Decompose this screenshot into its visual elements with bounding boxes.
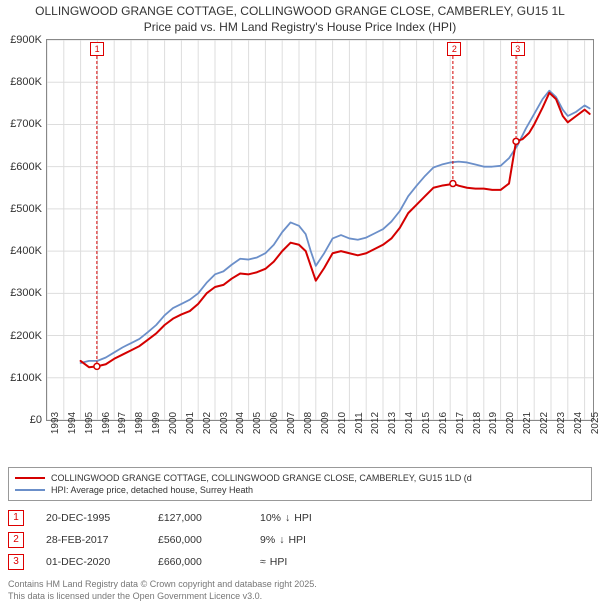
x-tick-label: 2025 (590, 412, 600, 434)
x-tick-label: 2000 (168, 412, 179, 434)
x-tick-label: 2005 (252, 412, 263, 434)
marker-suffix: HPI (270, 556, 288, 568)
y-tick-label: £300K (10, 287, 42, 299)
marker-suffix: HPI (288, 534, 306, 546)
title-line-2: Price paid vs. HM Land Registry's House … (0, 20, 600, 36)
marker-arrow-icon: ↓ (279, 534, 284, 546)
x-tick-label: 2022 (539, 412, 550, 434)
x-tick-label: 2021 (522, 412, 533, 434)
chart-marker-1: 1 (90, 42, 104, 56)
x-tick-label: 2012 (370, 412, 381, 434)
x-tick-label: 2007 (286, 412, 297, 434)
chart-container: OLLINGWOOD GRANGE COTTAGE, COLLINGWOOD G… (0, 0, 600, 590)
x-tick-label: 2014 (404, 412, 415, 434)
y-tick-label: £700K (10, 118, 42, 130)
marker-index-box: 1 (8, 510, 24, 526)
marker-price: £560,000 (158, 534, 238, 546)
marker-delta: 10% ↓ HPI (260, 512, 350, 524)
x-tick-label: 1996 (101, 412, 112, 434)
x-tick-label: 2006 (269, 412, 280, 434)
footer-line-2: This data is licensed under the Open Gov… (8, 591, 592, 603)
legend-label: COLLINGWOOD GRANGE COTTAGE, COLLINGWOOD … (51, 473, 472, 483)
x-tick-label: 2013 (387, 412, 398, 434)
marker-suffix: HPI (294, 512, 312, 524)
x-tick-label: 2002 (202, 412, 213, 434)
x-tick-label: 2019 (488, 412, 499, 434)
x-axis-labels: 1993199419951996199719981999200020012002… (46, 421, 594, 463)
x-tick-label: 2011 (354, 412, 365, 434)
x-tick-label: 2003 (219, 412, 230, 434)
marker-delta: 9% ↓ HPI (260, 534, 350, 546)
marker-table-row: 1 20-DEC-1995 £127,000 10% ↓ HPI (8, 507, 592, 529)
legend-swatch (15, 489, 45, 491)
marker-delta: ≈ HPI (260, 556, 350, 568)
y-axis-labels: £0£100K£200K£300K£400K£500K£600K£700K£80… (0, 40, 44, 420)
marker-arrow-icon: ≈ (260, 556, 266, 568)
legend-row: COLLINGWOOD GRANGE COTTAGE, COLLINGWOOD … (15, 472, 585, 484)
x-tick-label: 2001 (185, 412, 196, 434)
plot-svg (47, 40, 593, 420)
marker-price: £127,000 (158, 512, 238, 524)
x-tick-label: 2024 (573, 412, 584, 434)
chart-marker-3: 3 (511, 42, 525, 56)
y-tick-label: £400K (10, 245, 42, 257)
marker-arrow-icon: ↓ (285, 512, 290, 524)
marker-date: 20-DEC-1995 (46, 512, 136, 524)
marker-table-row: 3 01-DEC-2020 £660,000 ≈ HPI (8, 551, 592, 573)
x-tick-label: 2010 (337, 412, 348, 434)
marker-date: 28-FEB-2017 (46, 534, 136, 546)
marker-delta-value: 9% (260, 534, 275, 546)
plot-area: 1 2 3 (46, 39, 594, 421)
x-tick-label: 1999 (151, 412, 162, 434)
x-tick-label: 2018 (472, 412, 483, 434)
footer-attribution: Contains HM Land Registry data © Crown c… (8, 579, 592, 602)
legend-row: HPI: Average price, detached house, Surr… (15, 484, 585, 496)
footer-line-1: Contains HM Land Registry data © Crown c… (8, 579, 592, 591)
y-tick-label: £900K (10, 34, 42, 46)
x-tick-label: 2016 (438, 412, 449, 434)
x-tick-label: 2009 (320, 412, 331, 434)
y-tick-label: £800K (10, 76, 42, 88)
marker-delta-value: 10% (260, 512, 281, 524)
x-tick-label: 2020 (505, 412, 516, 434)
title-line-1: OLLINGWOOD GRANGE COTTAGE, COLLINGWOOD G… (0, 4, 600, 20)
x-tick-label: 2023 (556, 412, 567, 434)
chart-title: OLLINGWOOD GRANGE COTTAGE, COLLINGWOOD G… (0, 0, 600, 35)
marker-price: £660,000 (158, 556, 238, 568)
y-tick-label: £600K (10, 161, 42, 173)
marker-index-box: 3 (8, 554, 24, 570)
x-tick-label: 1998 (134, 412, 145, 434)
x-tick-label: 1995 (84, 412, 95, 434)
x-tick-label: 1993 (50, 412, 61, 434)
y-tick-label: £100K (10, 372, 42, 384)
marker-table: 1 20-DEC-1995 £127,000 10% ↓ HPI 2 28-FEB-2017 £… (8, 507, 592, 573)
y-tick-label: £200K (10, 330, 42, 342)
x-tick-label: 2008 (303, 412, 314, 434)
x-tick-label: 2015 (421, 412, 432, 434)
legend-label: HPI: Average price, detached house, Surr… (51, 485, 253, 495)
y-tick-label: £0 (30, 414, 42, 426)
legend: COLLINGWOOD GRANGE COTTAGE, COLLINGWOOD … (8, 467, 592, 501)
x-tick-label: 1997 (117, 412, 128, 434)
x-tick-label: 2017 (455, 412, 466, 434)
x-tick-label: 2004 (235, 412, 246, 434)
marker-date: 01-DEC-2020 (46, 556, 136, 568)
marker-index-box: 2 (8, 532, 24, 548)
y-tick-label: £500K (10, 203, 42, 215)
x-tick-label: 1994 (67, 412, 78, 434)
chart-marker-2: 2 (447, 42, 461, 56)
marker-table-row: 2 28-FEB-2017 £560,000 9% ↓ HPI (8, 529, 592, 551)
legend-swatch (15, 477, 45, 479)
